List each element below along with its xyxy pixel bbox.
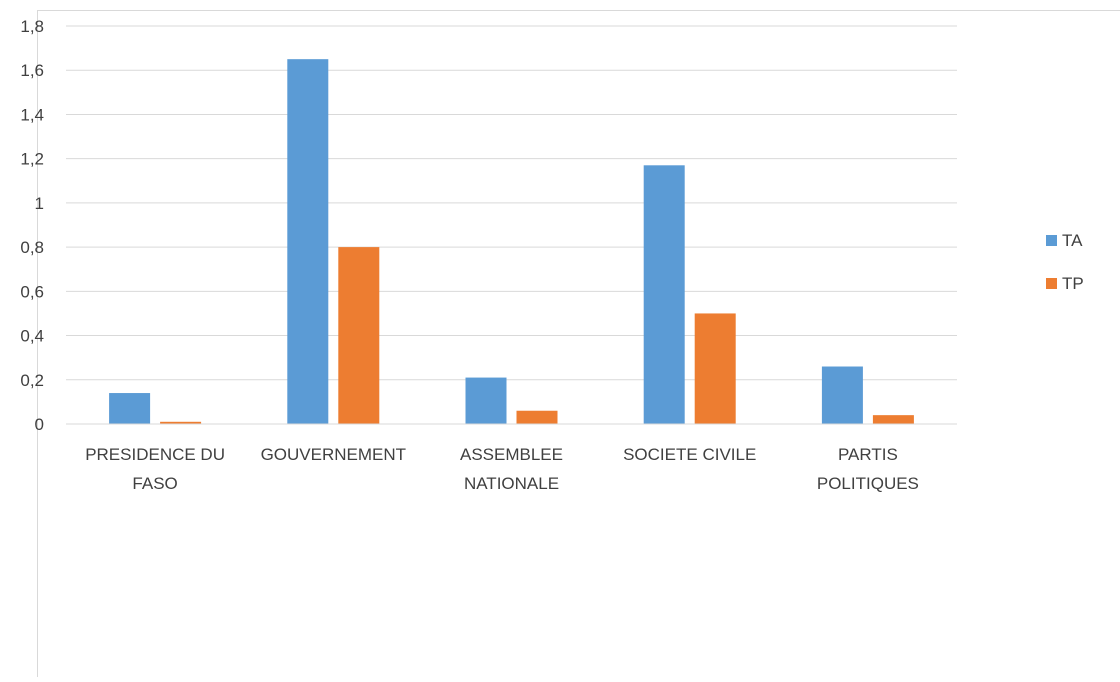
legend-label-ta: TA: [1062, 231, 1083, 250]
legend-label-tp: TP: [1062, 274, 1084, 293]
legend-swatch-ta: [1046, 235, 1057, 246]
y-tick-label: 0,6: [20, 282, 44, 301]
y-tick-label: 1,8: [20, 17, 44, 36]
bar-ta: [822, 367, 863, 424]
bar-ta: [109, 393, 150, 424]
y-tick-label: 1,6: [20, 61, 44, 80]
x-category-label: SOCIETE CIVILE: [623, 445, 756, 464]
bar-tp: [873, 415, 914, 424]
y-tick-label: 0,8: [20, 238, 44, 257]
bar-ta: [466, 378, 507, 424]
bar-tp: [517, 411, 558, 424]
y-tick-label: 1: [35, 194, 44, 213]
bar-tp: [695, 313, 736, 424]
y-tick-label: 1,2: [20, 150, 44, 169]
y-tick-label: 0: [35, 415, 44, 434]
y-tick-label: 1,4: [20, 105, 44, 124]
x-category-label: GOUVERNEMENT: [261, 445, 406, 464]
y-tick-label: 0,2: [20, 371, 44, 390]
bar-ta: [287, 59, 328, 424]
bar-ta: [644, 165, 685, 424]
legend-swatch-tp: [1046, 278, 1057, 289]
bar-tp: [338, 247, 379, 424]
chart-frame: [38, 11, 1120, 678]
y-tick-label: 0,4: [20, 327, 44, 346]
